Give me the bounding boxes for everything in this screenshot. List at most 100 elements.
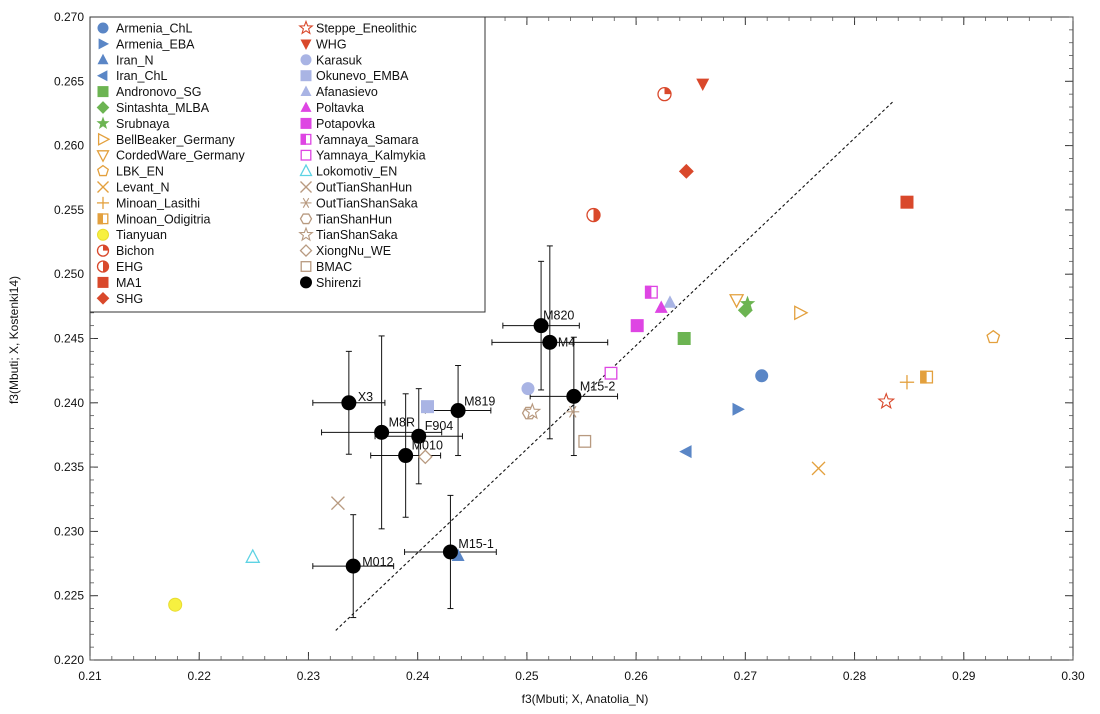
legend-marker: [96, 260, 110, 273]
shirenzi-point: [411, 428, 427, 444]
marker-fill: [593, 208, 601, 222]
marker-shape: [604, 366, 618, 380]
point-label: M820: [543, 309, 574, 323]
legend-marker: [300, 54, 312, 66]
point-bichon: [657, 87, 672, 102]
x-tick-label: 0.28: [843, 669, 867, 683]
marker-shape: [755, 369, 769, 383]
point-bmac: [578, 434, 592, 448]
legend-marker: [300, 261, 312, 272]
marker-shape: [96, 70, 108, 82]
point-ehg: [586, 207, 601, 223]
y-tick-label: 0.250: [54, 267, 84, 281]
point-okunevo-emba: [420, 400, 434, 414]
marker-shape: [96, 150, 110, 163]
shirenzi-point: [345, 558, 361, 574]
legend-label: Yamnaya_Kalmykia: [316, 149, 426, 163]
point-label: M012: [362, 555, 393, 569]
legend-label: CordedWare_Germany: [116, 149, 246, 163]
x-tick-label: 0.21: [78, 669, 102, 683]
legend-marker: [300, 39, 312, 50]
point-label: M010: [412, 439, 443, 453]
marker-shape: [737, 302, 753, 318]
x-tick-label: 0.25: [515, 669, 539, 683]
marker-shape: [663, 295, 677, 308]
marker-shape: [168, 597, 183, 612]
legend-label: Poltavka: [316, 101, 364, 115]
legend-marker: [300, 70, 312, 82]
marker-shape: [98, 38, 110, 50]
legend-label: OutTianShanSaka: [316, 196, 418, 210]
legend-marker: [299, 163, 313, 177]
point-armenia-chl: [755, 369, 769, 383]
legend-label: Shirenzi: [316, 276, 361, 290]
marker-shape: [654, 300, 668, 313]
marker-shape: [300, 117, 312, 129]
marker-stroke: [302, 197, 310, 208]
point-label: M8R: [389, 415, 415, 429]
legend-label: MA1: [116, 276, 142, 290]
legend-marker: [300, 117, 312, 129]
point-tianshansaka: [523, 402, 542, 420]
legend-marker: [300, 181, 312, 193]
point-whg: [696, 78, 710, 92]
point-bellbeaker-germany: [794, 305, 809, 321]
marker-shape: [900, 195, 914, 209]
point-yamnaya-samara: [644, 285, 658, 299]
legend-label: Afanasievo: [316, 85, 378, 99]
marker-shape: [97, 164, 109, 177]
legend-marker: [98, 38, 110, 50]
legend-label: TianShanSaka: [316, 228, 398, 242]
shirenzi-point: [341, 395, 357, 411]
marker-shape: [578, 434, 592, 448]
legend-label: SHG: [116, 292, 143, 306]
legend-label: OutTianShanHun: [316, 181, 412, 195]
shirenzi-point: [398, 448, 414, 464]
legend-marker: [299, 244, 313, 258]
y-tick-label: 0.270: [54, 10, 84, 24]
legend-label: Srubnaya: [116, 117, 170, 131]
point-outtianshansaka: [566, 405, 580, 418]
legend-label: Andronovo_SG: [116, 85, 201, 99]
marker-shape: [97, 276, 109, 288]
marker-shape: [298, 226, 314, 242]
y-tick-label: 0.245: [54, 332, 84, 346]
marker-shape: [245, 548, 261, 563]
point-levant-n: [811, 461, 826, 476]
marker-fill: [920, 370, 927, 384]
marker-shape: [677, 332, 691, 345]
legend-marker: [97, 86, 109, 98]
marker-shape: [300, 85, 312, 96]
marker-shape: [96, 291, 110, 305]
marker-shape: [97, 228, 109, 241]
legend-label: Iran_ChL: [116, 69, 167, 83]
marker-shape: [877, 392, 896, 410]
x-tick-label: 0.24: [406, 669, 430, 683]
point-minoan-odigitria: [920, 370, 934, 384]
point-sintashta-mlba: [737, 302, 753, 318]
point-potapovka: [630, 319, 644, 333]
marker-fill: [103, 261, 109, 272]
y-tick-label: 0.240: [54, 396, 84, 410]
point-label: M15-2: [580, 379, 615, 393]
point-lokomotiv-en: [245, 548, 261, 563]
point-srubnaya: [739, 295, 756, 311]
point-poltavka: [654, 300, 668, 313]
marker-fill: [103, 245, 109, 251]
marker-fill: [664, 87, 672, 95]
marker-shape: [96, 101, 110, 114]
point-label: M15-1: [458, 537, 493, 551]
legend-marker: [299, 213, 313, 225]
point-iran-chl: [679, 445, 692, 459]
marker-shape: [417, 449, 433, 465]
point-armenia-eba: [732, 402, 745, 416]
marker-shape: [300, 54, 312, 66]
marker-shape: [97, 86, 109, 98]
point-label: F904: [425, 419, 454, 433]
marker-shape: [523, 402, 542, 420]
legend-marker: [97, 213, 109, 225]
axes: 0.21 0.22 0.23 0.24 0.25 0.26 0.27 0.28 0.29 0.30…: [54, 10, 1085, 683]
marker-fill: [644, 285, 652, 299]
legend-marker: [300, 149, 312, 161]
